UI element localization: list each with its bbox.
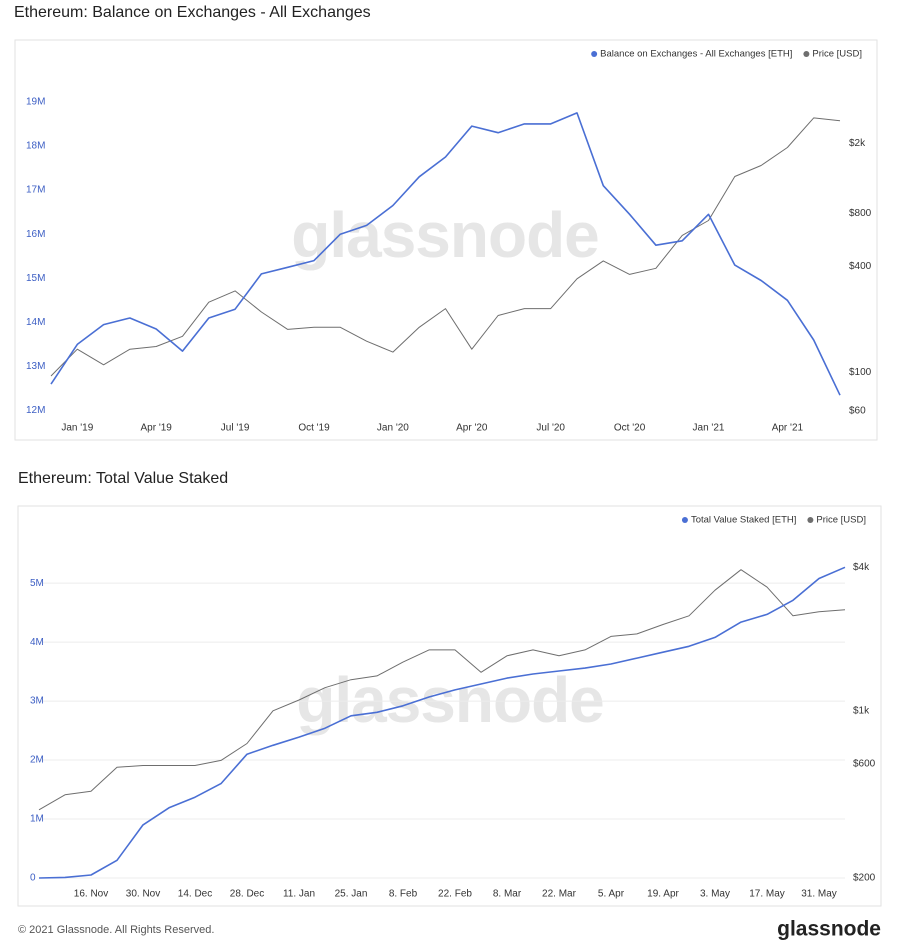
y2-tick-label: $60 <box>849 406 866 417</box>
x-tick-label: 16. Nov <box>74 889 108 900</box>
y-tick-label: 19M <box>26 97 45 108</box>
x-tick-label: Jul '20 <box>536 423 565 434</box>
x-tick-label: Apr '20 <box>456 423 488 434</box>
y2-tick-label: $600 <box>853 758 876 769</box>
x-tick-label: 11. Jan <box>283 889 315 900</box>
series-line <box>50 112 841 396</box>
x-tick-label: Jan '20 <box>377 423 409 434</box>
series-line <box>50 117 841 377</box>
legend-label: Price [USD] <box>812 49 862 60</box>
x-tick-label: 31. May <box>801 889 837 900</box>
y-tick-label: 16M <box>26 229 45 240</box>
x-tick-label: Jul '19 <box>221 423 250 434</box>
watermark: glassnode <box>291 199 599 271</box>
y-tick-label: 2M <box>30 755 44 766</box>
legend-label: Total Value Staked [ETH] <box>691 515 796 526</box>
panel <box>14 39 878 441</box>
y2-tick-label: $100 <box>849 367 872 378</box>
y-tick-label: 1M <box>30 814 44 825</box>
y2-tick-label: $200 <box>853 872 876 883</box>
legend-swatch <box>803 51 810 57</box>
x-tick-label: 19. Apr <box>647 889 679 900</box>
x-tick-label: 8. Mar <box>493 889 522 900</box>
y-tick-label: 13M <box>26 361 45 372</box>
x-tick-label: 8. Feb <box>389 889 418 900</box>
y-tick-label: 17M <box>26 185 45 196</box>
watermark: glassnode <box>296 664 604 736</box>
y-tick-label: 14M <box>26 317 45 328</box>
legend-label: Price [USD] <box>816 515 866 526</box>
chart-title: Ethereum: Total Value Staked <box>18 470 228 487</box>
series-line <box>38 566 846 879</box>
copyright: © 2021 Glassnode. All Rights Reserved. <box>18 924 214 936</box>
y-tick-label: 18M <box>26 141 45 152</box>
x-tick-label: Oct '19 <box>298 423 330 434</box>
logo: glassnode <box>777 918 881 941</box>
y-tick-label: 15M <box>26 273 45 284</box>
chart-title: Ethereum: Balance on Exchanges - All Exc… <box>14 4 371 21</box>
x-tick-label: Apr '21 <box>772 423 804 434</box>
legend-label: Balance on Exchanges - All Exchanges [ET… <box>600 49 792 60</box>
x-tick-label: 25. Jan <box>335 889 368 900</box>
x-tick-label: 14. Dec <box>178 889 212 900</box>
legend-swatch <box>681 517 688 523</box>
x-tick-label: Jan '21 <box>693 423 725 434</box>
y2-tick-label: $400 <box>849 261 872 272</box>
x-tick-label: 17. May <box>749 889 785 900</box>
x-tick-label: Jan '19 <box>61 423 93 434</box>
series-line <box>38 569 846 811</box>
x-tick-label: 3. May <box>700 889 730 900</box>
x-tick-label: 22. Mar <box>542 889 577 900</box>
x-tick-label: Oct '20 <box>614 423 646 434</box>
y-tick-label: 0 <box>30 873 36 884</box>
x-tick-label: 5. Apr <box>598 889 625 900</box>
y-tick-label: 4M <box>30 637 44 648</box>
y2-tick-label: $2k <box>849 138 866 149</box>
y-tick-label: 5M <box>30 578 44 589</box>
legend-swatch <box>591 51 598 57</box>
y-tick-label: 3M <box>30 696 44 707</box>
y2-tick-label: $1k <box>853 705 870 716</box>
x-tick-label: 30. Nov <box>126 889 160 900</box>
x-tick-label: 28. Dec <box>230 889 264 900</box>
x-tick-label: Apr '19 <box>141 423 173 434</box>
x-tick-label: 22. Feb <box>438 889 472 900</box>
y2-tick-label: $4k <box>853 562 870 573</box>
y2-tick-label: $800 <box>849 208 872 219</box>
y-tick-label: 12M <box>26 405 45 416</box>
legend-swatch <box>807 517 814 523</box>
